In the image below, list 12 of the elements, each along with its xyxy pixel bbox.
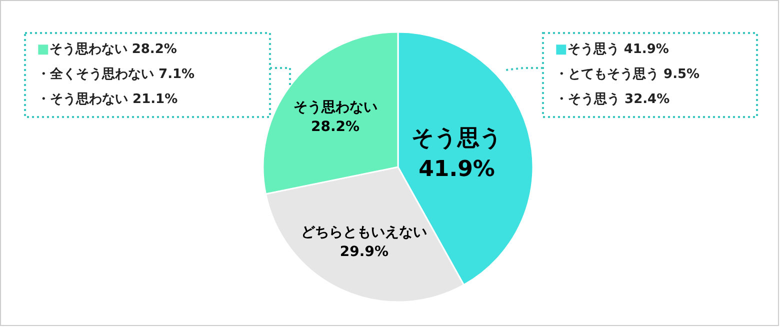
data-label: 28.2% (310, 119, 360, 136)
text: ■そう思う 41.9% (555, 42, 669, 57)
text: ・全くそう思わない 7.1% (37, 67, 195, 82)
data-label: 41.9% (418, 156, 495, 182)
slice-label: そう思わない (293, 100, 378, 116)
text: ■そう思わない 28.2% (37, 42, 177, 57)
slice-label: どちらともいえない (301, 224, 428, 240)
text: ・そう思う 32.4% (555, 92, 670, 107)
text: ・とてもそう思う 9.5% (555, 67, 700, 82)
slice-label: そう思う (411, 126, 502, 152)
text: ・そう思わない 21.1% (37, 92, 178, 107)
data-label: 29.9% (340, 244, 388, 260)
